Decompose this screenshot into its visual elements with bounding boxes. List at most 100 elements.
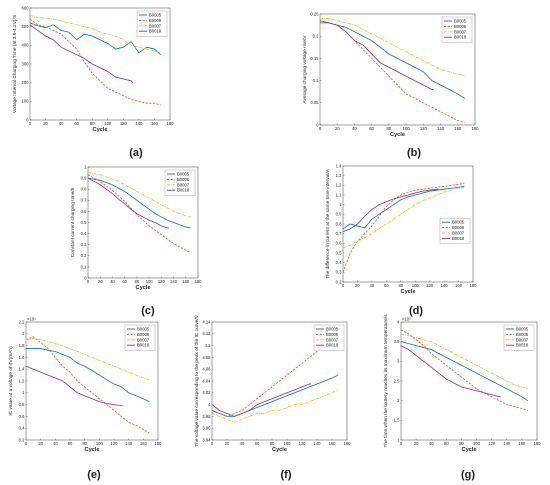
x-tick-label: 160: [182, 279, 190, 284]
panel-3: 0 20 40 60 80 100 120 140 160 180 0.2 0.3 0.4 0.5 0.6 0…: [325, 163, 477, 317]
y-tick-label: 0.3: [81, 242, 87, 247]
y-tick-label: 0.1: [313, 78, 319, 83]
axis-multiplier: ×10⁴: [27, 317, 36, 322]
y-axis-label: Constant current charging time/h: [70, 187, 76, 257]
series-line-b0018: [342, 188, 439, 233]
legend-label: B0006: [137, 332, 150, 337]
x-tick-label: 120: [488, 441, 496, 446]
x-tick-label: 40: [110, 279, 115, 284]
x-tick-label: 0: [29, 121, 32, 126]
series-line-b0007: [342, 186, 465, 249]
x-tick-label: 20: [225, 441, 230, 446]
panel-caption: (c): [141, 305, 155, 317]
x-tick-label: 100: [96, 441, 104, 446]
series-line-b0005: [29, 22, 161, 55]
legend-label: B0005: [149, 13, 162, 18]
x-tick-label: 120: [426, 283, 434, 288]
series-line-b0018: [400, 345, 501, 398]
y-tick-label: 1.4: [336, 163, 342, 168]
x-tick-label: 140: [437, 126, 445, 131]
legend-label: B0006: [326, 332, 339, 337]
x-tick-label: 60: [74, 121, 79, 126]
x-tick-label: 160: [329, 441, 337, 446]
x-tick-label: 80: [82, 441, 87, 446]
x-tick-label: 100: [412, 283, 420, 288]
y-tick-label: 3.5: [394, 339, 400, 344]
y-tick-label: 1.4: [19, 367, 25, 372]
y-tick-label: 0.15: [310, 56, 319, 61]
y-tick-label: 4.14: [202, 319, 211, 324]
x-tick-label: 80: [387, 126, 392, 131]
x-axis-label: Cycle: [93, 127, 108, 133]
y-tick-label: 0.4: [19, 426, 25, 431]
legend-label: B0018: [516, 343, 529, 348]
y-tick-label: 4.12: [202, 331, 211, 336]
legend-label: B0018: [326, 343, 339, 348]
y-tick-label: 4.06: [202, 367, 211, 372]
panel-1: 0 20 40 60 80 100 120 140 160 180 0 0.05 0.1 0.15 0.2 0…: [302, 11, 479, 159]
x-tick-label: 20: [98, 279, 103, 284]
y-tick-label: 0.4: [336, 260, 342, 265]
x-tick-label: 100: [104, 121, 112, 126]
y-axis-label: IC value at a voltage of 4V(mAh): [8, 346, 14, 416]
y-tick-label: 3.98: [202, 414, 211, 419]
y-tick-label: 0: [316, 122, 319, 127]
y-tick-label: 1.2: [336, 183, 342, 188]
y-tick-label: 0: [26, 117, 29, 122]
y-tick-label: 2: [397, 398, 400, 403]
legend-label: B0007: [149, 23, 162, 28]
series-line-b0005: [87, 177, 191, 229]
x-tick-label: 40: [59, 121, 64, 126]
y-tick-label: 0.2: [313, 34, 319, 39]
x-tick-label: 40: [352, 126, 357, 131]
series-line-b0006: [29, 18, 161, 106]
series-line-b0005: [342, 185, 465, 230]
x-axis-label: Cycle: [272, 447, 287, 453]
x-tick-label: 20: [38, 441, 43, 446]
y-tick-label: 0: [84, 275, 87, 280]
x-tick-label: 120: [158, 279, 166, 284]
y-tick-label: 0.6: [81, 209, 87, 214]
series-line-b0006: [342, 183, 465, 273]
x-tick-label: 0: [25, 441, 28, 446]
x-tick-label: 140: [125, 441, 133, 446]
y-tick-label: 200: [22, 80, 30, 85]
series-line-b0007: [25, 338, 150, 381]
x-tick-label: 0: [400, 441, 403, 446]
y-tick-label: 2.5: [394, 378, 400, 383]
legend-label: B0006: [149, 18, 162, 23]
panel-6: 0 20 40 60 80 100 120 140 160 180 1 1.5 2 2.5 3 3.5 4×10…: [383, 314, 541, 481]
y-tick-label: 0.5: [81, 220, 87, 225]
legend-label: B0007: [454, 29, 467, 34]
legend-label: B0006: [516, 332, 529, 337]
y-tick-label: 1.1: [336, 192, 342, 197]
x-tick-label: 140: [135, 121, 143, 126]
y-tick-label: 0.4: [81, 231, 87, 236]
x-tick-label: 140: [503, 441, 511, 446]
x-tick-label: 180: [167, 121, 175, 126]
x-axis-label: Cycle: [136, 285, 151, 291]
series-line-b0018: [87, 177, 169, 229]
x-axis-label: Cycle: [390, 132, 405, 138]
x-tick-label: 0: [342, 283, 345, 288]
legend-label: B0007: [177, 182, 190, 187]
legend-label: B0006: [452, 225, 465, 230]
x-tick-label: 20: [335, 126, 340, 131]
x-tick-label: 20: [414, 441, 419, 446]
y-tick-label: 0.9: [81, 176, 87, 181]
y-tick-label: 1: [339, 202, 342, 207]
y-tick-label: 4.02: [202, 390, 211, 395]
y-tick-label: 1.3: [336, 173, 342, 178]
x-tick-label: 80: [270, 441, 275, 446]
panel-0: 0 20 40 60 80 100 120 140 160 180 0 100 200 300 400 500…: [12, 5, 174, 159]
legend-label: B0005: [452, 220, 465, 225]
legend-label: B0006: [177, 177, 190, 182]
legend-label: B0005: [137, 327, 150, 332]
y-tick-label: 0.8: [19, 402, 25, 407]
x-tick-label: 80: [459, 441, 464, 446]
y-tick-label: 4.04: [202, 378, 211, 383]
y-tick-label: 0.6: [336, 241, 342, 246]
x-tick-label: 60: [255, 441, 260, 446]
legend-label: B0018: [137, 343, 150, 348]
legend-label: B0018: [149, 29, 162, 34]
